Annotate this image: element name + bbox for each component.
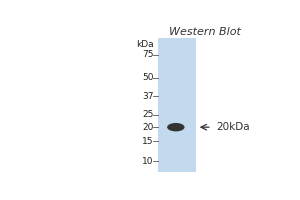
Text: 50: 50	[142, 73, 154, 82]
Text: kDa: kDa	[136, 40, 154, 49]
Text: 75: 75	[142, 50, 154, 59]
Text: 25: 25	[142, 110, 154, 119]
Ellipse shape	[167, 123, 184, 131]
Text: 15: 15	[142, 137, 154, 146]
Bar	[158, 38, 196, 172]
Text: 10: 10	[142, 157, 154, 166]
Text: 20: 20	[142, 123, 154, 132]
Text: 20kDa: 20kDa	[217, 122, 250, 132]
Text: 37: 37	[142, 92, 154, 101]
Text: Western Blot: Western Blot	[169, 27, 241, 37]
